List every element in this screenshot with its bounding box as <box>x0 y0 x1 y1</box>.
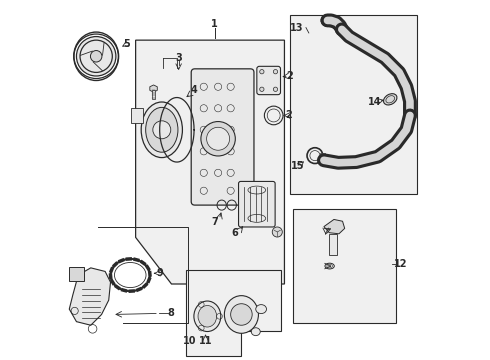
Ellipse shape <box>251 328 260 336</box>
FancyBboxPatch shape <box>257 66 280 95</box>
Ellipse shape <box>141 102 182 158</box>
Ellipse shape <box>146 107 178 152</box>
Text: 8: 8 <box>168 309 174 318</box>
Text: 2: 2 <box>287 71 293 81</box>
Circle shape <box>91 50 102 62</box>
Ellipse shape <box>194 301 221 332</box>
FancyBboxPatch shape <box>239 181 275 227</box>
Circle shape <box>260 69 264 74</box>
Text: 9: 9 <box>156 268 163 278</box>
Polygon shape <box>324 220 344 234</box>
Text: 2: 2 <box>285 111 292 121</box>
Circle shape <box>321 15 333 26</box>
Polygon shape <box>69 268 111 325</box>
Circle shape <box>231 304 252 325</box>
Circle shape <box>153 121 171 139</box>
Circle shape <box>76 37 116 76</box>
Polygon shape <box>136 40 285 284</box>
Text: 12: 12 <box>394 259 408 269</box>
Ellipse shape <box>224 296 258 333</box>
Polygon shape <box>150 85 157 92</box>
Text: 3: 3 <box>175 53 182 63</box>
Polygon shape <box>186 270 281 356</box>
Circle shape <box>207 127 230 150</box>
Circle shape <box>273 69 278 74</box>
Ellipse shape <box>256 305 267 314</box>
Bar <box>320 153 325 158</box>
Bar <box>329 234 337 255</box>
Text: 5: 5 <box>123 40 130 49</box>
Bar <box>294 209 395 323</box>
Bar <box>131 108 143 123</box>
Bar <box>69 267 84 282</box>
Text: 14: 14 <box>368 97 382 107</box>
Bar <box>290 15 417 194</box>
Text: 11: 11 <box>199 336 212 346</box>
Text: 7: 7 <box>211 217 218 227</box>
Text: 10: 10 <box>183 336 196 346</box>
Text: 13: 13 <box>290 23 304 33</box>
Circle shape <box>260 87 264 91</box>
Bar <box>152 90 155 99</box>
Circle shape <box>272 227 282 237</box>
Text: 1: 1 <box>211 19 218 29</box>
Ellipse shape <box>198 306 217 327</box>
Ellipse shape <box>384 94 397 105</box>
Circle shape <box>273 87 278 91</box>
Circle shape <box>201 122 235 156</box>
Text: 6: 6 <box>232 228 238 238</box>
Text: 15: 15 <box>292 161 305 171</box>
Text: 4: 4 <box>190 85 197 95</box>
FancyBboxPatch shape <box>191 69 254 205</box>
